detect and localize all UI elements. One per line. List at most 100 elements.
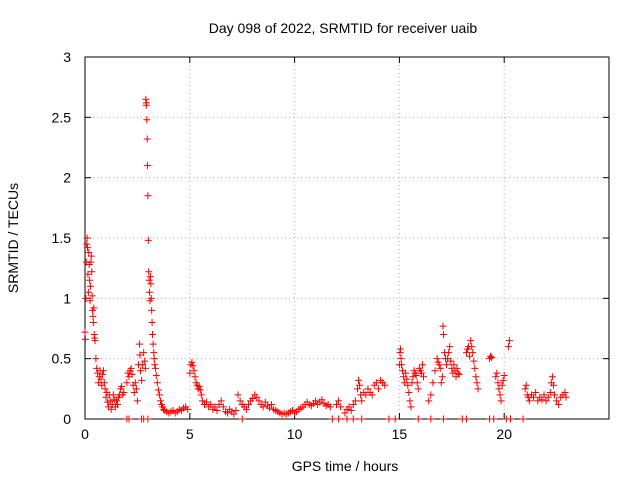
data-point — [312, 397, 320, 405]
data-point — [356, 381, 364, 389]
data-point — [494, 379, 502, 387]
data-point — [337, 403, 345, 411]
data-point — [81, 335, 89, 343]
data-point — [197, 391, 205, 399]
data-point — [207, 401, 215, 409]
data-point — [86, 297, 94, 305]
data-point — [473, 379, 481, 387]
data-point — [397, 355, 405, 363]
data-point — [504, 343, 512, 351]
data-point — [137, 367, 145, 375]
data-point — [255, 397, 263, 405]
y-tick-label: 2.5 — [52, 109, 72, 125]
x-tick-label: 10 — [287, 426, 303, 442]
plot-frame — [84, 56, 610, 420]
data-point — [413, 379, 421, 387]
data-point — [142, 99, 150, 107]
data-point — [259, 403, 267, 411]
data-point — [548, 373, 556, 381]
data-point — [143, 162, 151, 170]
data-point — [81, 328, 89, 336]
data-point — [561, 388, 569, 396]
data-point — [118, 382, 126, 390]
data-point — [147, 280, 155, 288]
data-point — [138, 376, 146, 384]
data-point — [391, 415, 399, 423]
data-point — [414, 385, 422, 393]
data-point — [355, 376, 363, 384]
data-point — [497, 397, 505, 405]
data-point — [141, 357, 149, 365]
data-point — [145, 276, 153, 284]
grid-lines — [85, 57, 609, 419]
data-point — [525, 397, 533, 405]
data-point — [147, 294, 155, 302]
data-point — [88, 268, 96, 276]
data-point — [83, 234, 91, 242]
data-point — [553, 397, 561, 405]
data-point — [148, 331, 156, 339]
data-point — [381, 381, 389, 389]
data-point — [562, 393, 570, 401]
data-point — [186, 369, 194, 377]
data-point — [87, 252, 95, 260]
data-point — [551, 391, 559, 399]
data-point — [268, 401, 276, 409]
data-point — [427, 391, 435, 399]
data-point — [189, 362, 197, 370]
data-point — [349, 401, 357, 409]
data-point — [215, 401, 223, 409]
x-axis-label: GPS time / hours — [292, 458, 399, 474]
data-point — [238, 415, 246, 423]
data-point — [495, 385, 503, 393]
data-point — [364, 385, 372, 393]
data-point — [349, 415, 357, 423]
data-point — [151, 361, 159, 369]
data-point — [133, 397, 141, 405]
data-point — [450, 361, 458, 369]
data-point — [318, 396, 326, 404]
data-point — [493, 369, 501, 377]
data-point — [144, 236, 152, 244]
data-point — [530, 393, 538, 401]
data-point — [144, 192, 152, 200]
data-point — [542, 397, 550, 405]
data-point — [427, 415, 435, 423]
data-point — [468, 343, 476, 351]
data-point — [358, 397, 366, 405]
data-point — [372, 379, 380, 387]
data-point — [474, 385, 482, 393]
y-tick-label: 3 — [63, 49, 71, 65]
data-point — [436, 364, 444, 372]
data-point — [438, 373, 446, 381]
data-point — [467, 337, 475, 345]
data-point — [184, 405, 192, 413]
data-points — [81, 95, 570, 423]
data-point — [328, 415, 336, 423]
data-point — [149, 340, 157, 348]
data-point — [83, 240, 91, 248]
data-point — [132, 385, 140, 393]
data-point — [242, 405, 250, 413]
data-point — [196, 386, 204, 394]
y-axis-label: SRMTID / TECUs — [5, 183, 21, 293]
data-point — [425, 397, 433, 405]
data-point — [397, 361, 405, 369]
data-point — [135, 340, 143, 348]
data-point — [100, 379, 108, 387]
data-point — [123, 379, 131, 387]
data-point — [534, 397, 542, 405]
data-point — [125, 415, 133, 423]
data-point — [335, 415, 343, 423]
data-point — [466, 352, 474, 360]
data-point — [198, 397, 206, 405]
data-point — [244, 401, 252, 409]
axis-ticks: 0 5 10 15 20 0 0.5 1 1.5 2 2.5 3 — [52, 49, 609, 442]
data-point — [445, 349, 453, 357]
data-point — [97, 375, 105, 383]
data-point — [499, 376, 507, 384]
data-point — [433, 355, 441, 363]
data-point — [191, 373, 199, 381]
data-point — [99, 370, 107, 378]
